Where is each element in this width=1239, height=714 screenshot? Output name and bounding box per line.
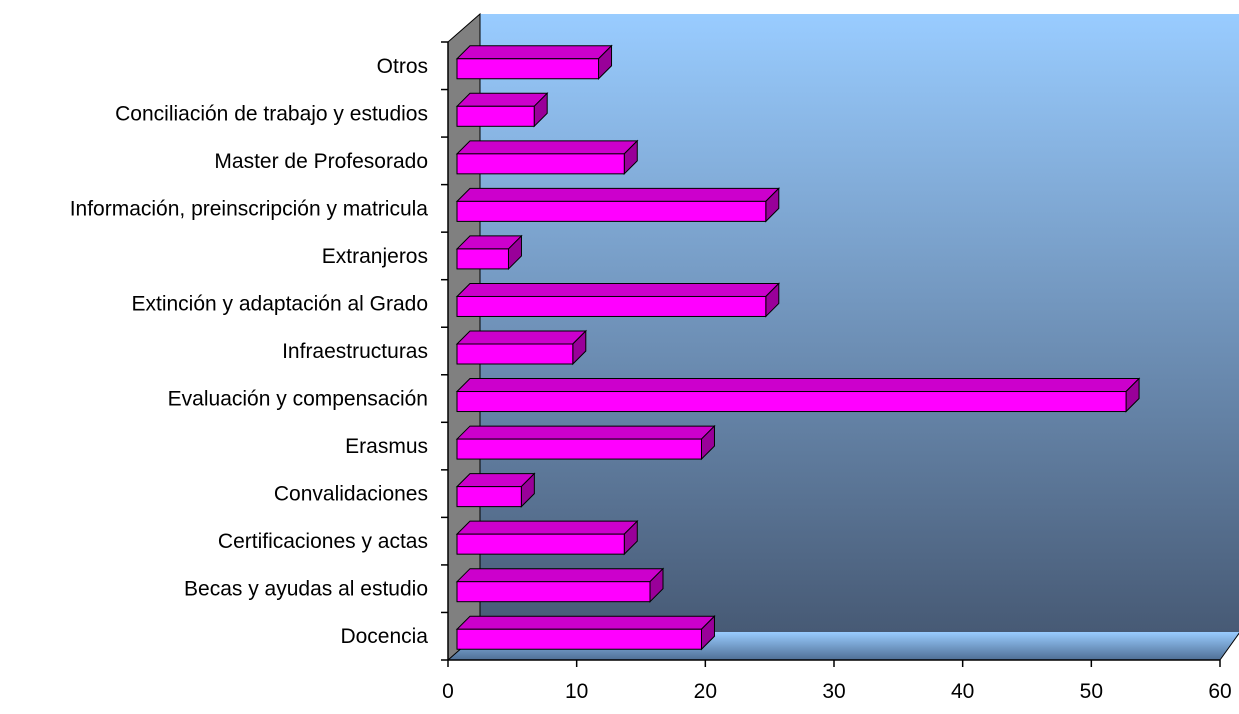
category-label: Infraestructuras <box>282 340 428 363</box>
category-label: Otros <box>377 55 428 78</box>
bar-front-face <box>456 533 625 555</box>
bar-top-face <box>455 92 549 107</box>
bar <box>455 329 588 366</box>
bars <box>455 44 1141 651</box>
bar-front-face <box>456 438 702 460</box>
bar-front-face <box>456 391 1127 413</box>
bar-top-face <box>455 330 588 345</box>
category-label: Conciliación de trabajo y estudios <box>115 102 428 125</box>
bar-front-face <box>456 248 509 270</box>
bar-front-face <box>456 581 651 603</box>
x-tick-label: 30 <box>822 680 845 703</box>
x-tick-label: 0 <box>442 680 454 703</box>
labels: 0 10 20 30 40 50 60 Otros Conciliación de trabaj… <box>70 55 1232 703</box>
bar-front-face <box>456 105 535 127</box>
bar-front-face <box>456 295 767 317</box>
bar <box>455 139 639 176</box>
bar-front-face <box>456 58 600 80</box>
category-label: Convalidaciones <box>274 483 428 506</box>
bar-front-face <box>456 200 767 222</box>
bar <box>455 92 549 128</box>
bar <box>455 282 781 318</box>
axes <box>441 41 1239 667</box>
bar-top-face <box>455 615 716 630</box>
bar-front-face <box>456 343 574 365</box>
bar-top-face <box>455 140 639 155</box>
bar-front-face <box>456 486 522 508</box>
x-tick-label: 60 <box>1208 680 1231 703</box>
bar-top-face <box>455 187 781 202</box>
floor-edge <box>1219 632 1239 661</box>
bar <box>455 615 716 651</box>
back-wall <box>480 14 1239 632</box>
bar-top-face <box>455 568 665 583</box>
category-label: Evaluación y compensación <box>168 388 428 411</box>
bar <box>455 472 536 508</box>
x-tick-label: 20 <box>694 680 717 703</box>
category-label: Información, preinscripción y matricula <box>70 197 429 220</box>
bar-top-face <box>455 45 613 60</box>
bar-top-face <box>455 425 716 440</box>
bar <box>455 424 716 461</box>
x-tick-label: 50 <box>1080 680 1103 703</box>
category-label: Extinción y adaptación al Grado <box>131 292 428 315</box>
x-tick-label: 40 <box>951 680 974 703</box>
x-tick-label: 10 <box>565 680 588 703</box>
category-label: Docencia <box>340 625 428 648</box>
category-label: Extranjeros <box>322 245 428 268</box>
bar-top-face <box>455 520 639 535</box>
bar-front-face <box>456 153 625 175</box>
category-label: Erasmus <box>345 435 428 458</box>
bar <box>455 519 639 556</box>
category-label: Certificaciones y actas <box>218 530 428 553</box>
category-label: Master de Profesorado <box>214 150 428 173</box>
bar <box>455 377 1141 413</box>
bar-front-face <box>456 628 702 650</box>
bar <box>455 187 781 223</box>
bar <box>455 567 665 603</box>
bar <box>455 44 613 80</box>
category-label: Becas y ayudas al estudio <box>184 578 428 601</box>
bar-top-face <box>455 378 1141 393</box>
bar <box>455 234 523 271</box>
bar-top-face <box>455 282 781 297</box>
